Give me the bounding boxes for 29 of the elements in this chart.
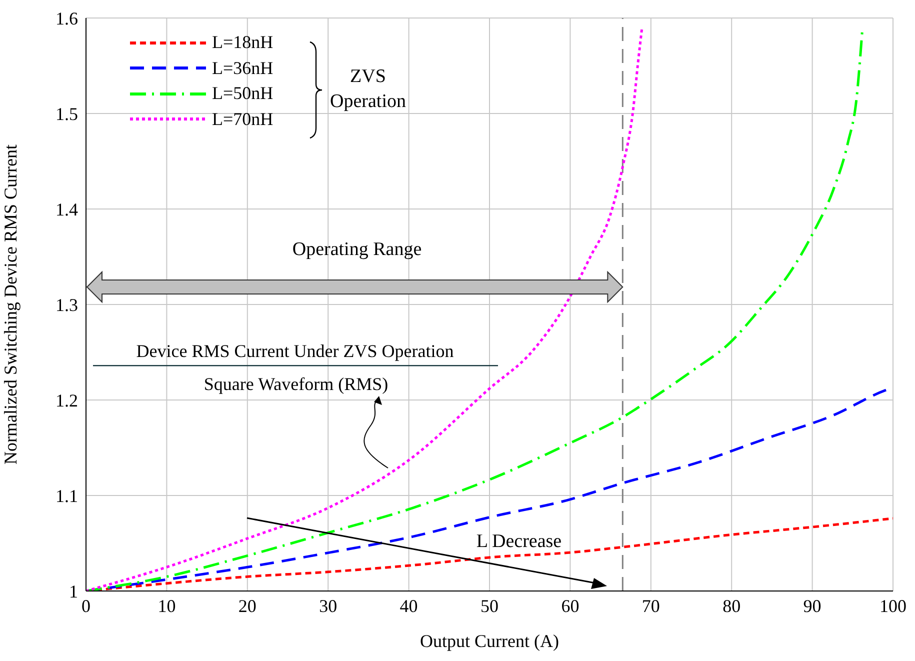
x-tick-label: 40 bbox=[400, 596, 418, 616]
x-tick-label: 60 bbox=[561, 596, 580, 616]
legend-label: L=50nH bbox=[212, 83, 274, 104]
annotation: Operating Range bbox=[292, 239, 422, 260]
y-tick-label: 1.1 bbox=[56, 486, 78, 506]
x-tick-label: 30 bbox=[319, 596, 338, 616]
annotation: ZVS Operation bbox=[330, 66, 406, 112]
y-axis-title: Normalized Switching Device RMS Current bbox=[0, 144, 20, 464]
y-tick-label: 1.5 bbox=[56, 104, 78, 124]
x-tick-label: 100 bbox=[880, 596, 906, 616]
y-tick-label: 1 bbox=[69, 581, 78, 602]
y-tick-label: 1.4 bbox=[56, 199, 78, 220]
y-tick-label: 1.6 bbox=[56, 8, 78, 28]
x-tick-label: 80 bbox=[722, 596, 741, 616]
x-tick-label: 20 bbox=[238, 596, 256, 616]
annotation: L Decrease bbox=[476, 531, 562, 552]
x-tick-label: 70 bbox=[642, 596, 660, 616]
x-tick-label: 90 bbox=[803, 596, 822, 616]
x-axis-title: Output Current (A) bbox=[420, 631, 559, 651]
y-tick-label: 1.2 bbox=[56, 390, 78, 410]
y-tick-label: 1.3 bbox=[56, 294, 78, 315]
legend-label: L=36nH bbox=[212, 58, 274, 79]
x-tick-label: 10 bbox=[158, 596, 176, 616]
x-tick-label: 50 bbox=[480, 596, 498, 616]
legend-label: L=18nH bbox=[212, 32, 274, 54]
legend-label: L=70nH bbox=[212, 108, 274, 130]
annotation: Square Waveform (RMS) bbox=[204, 374, 388, 394]
annotation: Device RMS Current Under ZVS Operation bbox=[136, 341, 454, 361]
x-tick-label: 0 bbox=[82, 596, 90, 616]
